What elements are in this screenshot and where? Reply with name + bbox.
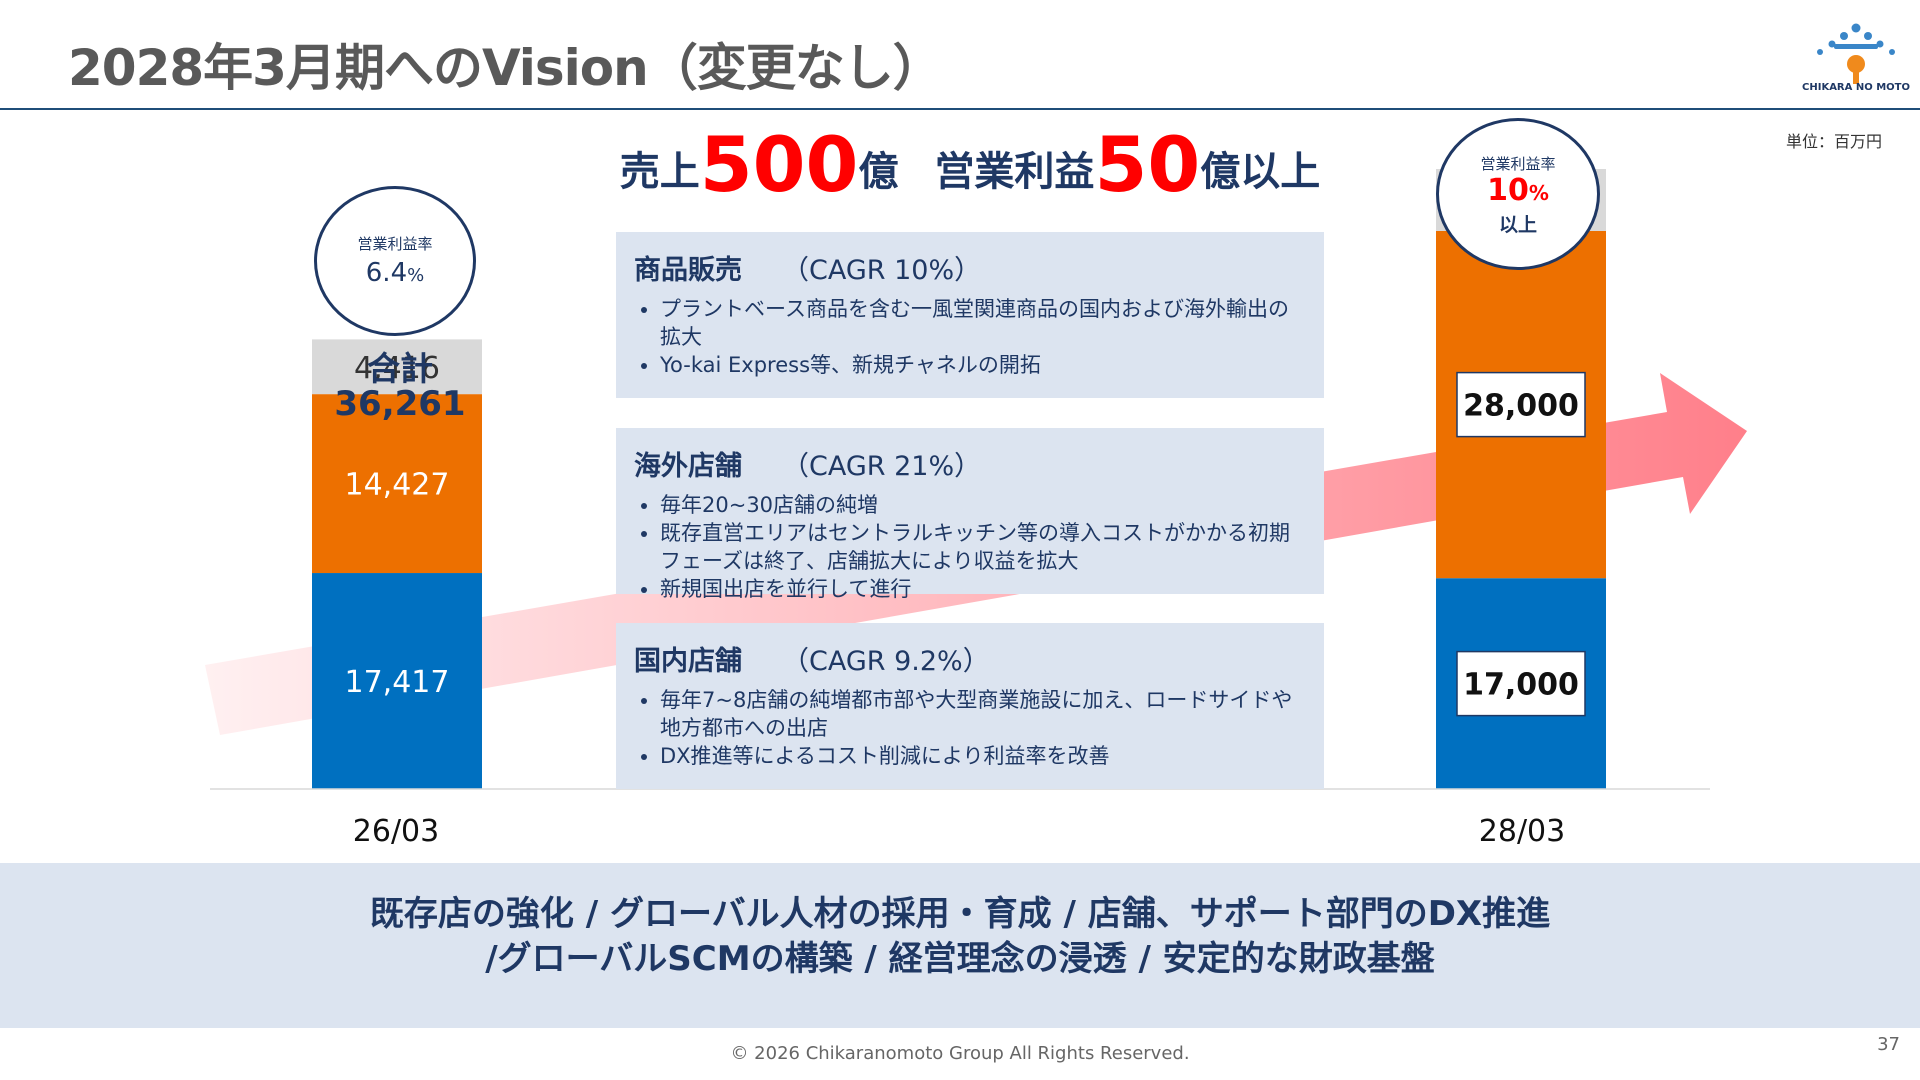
title-divider	[0, 108, 1920, 110]
headline-sales-value: 500	[699, 120, 859, 209]
headline-profit-unit: 億以上	[1200, 149, 1321, 195]
panel-title: 商品販売	[634, 255, 742, 286]
strategy-text: 既存店の強化 / グローバル人材の採用・育成 / 店舗、サポート部門のDX推進 …	[0, 892, 1920, 982]
headline-profit-label: 営業利益	[934, 149, 1095, 195]
bar-value-label: 17,000	[1463, 668, 1579, 703]
panel-bullet: DX推進等によるコスト削減により利益率を改善	[660, 742, 1306, 770]
bar-value-label: 4,416	[354, 351, 440, 386]
total-label: 合計	[367, 349, 433, 388]
panel-cagr: （CAGR 10%）	[782, 255, 982, 286]
strategy-line-1: 既存店の強化 / グローバル人材の採用・育成 / 店舗、サポート部門のDX推進	[369, 894, 1551, 934]
copyright-text: © 2026 Chikaranomoto Group All Rights Re…	[730, 1043, 1190, 1064]
headline-target: 売上500億 営業利益50億以上	[560, 120, 1380, 209]
panel-bullet: 毎年7~8店舗の純増都市部や大型商業施設に加え、ロードサイドや地方都市への出店	[660, 686, 1306, 742]
page-title: 2028年3月期へのVision（変更なし）	[68, 39, 943, 97]
bar-label-box	[1456, 371, 1586, 438]
company-logo-icon	[1817, 23, 1895, 84]
headline-profit-value: 50	[1094, 120, 1201, 209]
total-value: 36,261	[334, 384, 466, 424]
panel-bullet: 毎年20~30店舗の純増	[660, 491, 1306, 519]
x-tick-label: 28/03	[1478, 814, 1566, 849]
headline-sales-unit: 億	[858, 149, 899, 195]
panel-bullet: 新規国出店を並行して進行	[660, 575, 1306, 603]
margin-circle-2026: 営業利益率 6.4%	[314, 186, 476, 336]
panel-cagr: （CAGR 9.2%）	[782, 646, 990, 677]
bar-value-label: 17,417	[345, 665, 450, 700]
panel-product-sales: 商品販売 （CAGR 10%） プラントベース商品を含む一風堂関連商品の国内および…	[616, 232, 1324, 398]
panel-overseas-stores: 海外店舗 （CAGR 21%） 毎年20~30店舗の純増 既存直営エリアはセントラ…	[616, 428, 1324, 601]
bar-segment	[312, 573, 482, 789]
margin-circle-2028: 営業利益率 10% 以上	[1436, 118, 1600, 270]
margin-suffix: 以上	[1498, 214, 1537, 236]
headline-sales-label: 売上	[619, 149, 700, 195]
panel-bullet: 既存直営エリアはセントラルキッチン等の導入コストがかかる初期フェーズは終了、店舗…	[660, 519, 1306, 575]
panel-domestic-stores: 国内店舗 （CAGR 9.2%） 毎年7~8店舗の純増都市部や大型商業施設に加え、…	[616, 623, 1324, 789]
bar-segment	[312, 339, 482, 395]
margin-label: 営業利益率	[1480, 155, 1556, 173]
bar-value-label: 14,427	[345, 468, 450, 503]
margin-value: 6.4%	[365, 258, 425, 288]
strategy-line-2: /グローバルSCMの構築 / 経営理念の浸透 / 安定的な財政基盤	[485, 939, 1435, 979]
strategy-band	[0, 863, 1920, 1028]
margin-value: 10%	[1487, 173, 1549, 208]
logo-wordmark: CHIKARA NO MOTO	[1802, 82, 1910, 93]
panel-bullet: プラントベース商品を含む一風堂関連商品の国内および海外輸出の拡大	[660, 295, 1306, 351]
margin-label: 営業利益率	[357, 235, 433, 253]
bar-value-label: 28,000	[1463, 389, 1579, 424]
panel-bullet: Yo-kai Express等、新規チャネルの開拓	[660, 351, 1306, 379]
unit-label: 単位：百万円	[1785, 132, 1882, 151]
panel-cagr: （CAGR 21%）	[782, 451, 982, 482]
page-number: 37	[1877, 1034, 1900, 1055]
panel-title: 国内店舗	[634, 646, 742, 677]
bar-segment	[312, 394, 482, 574]
panel-title: 海外店舗	[634, 451, 742, 482]
x-tick-label: 26/03	[352, 814, 440, 849]
bar-label-box	[1456, 650, 1586, 717]
